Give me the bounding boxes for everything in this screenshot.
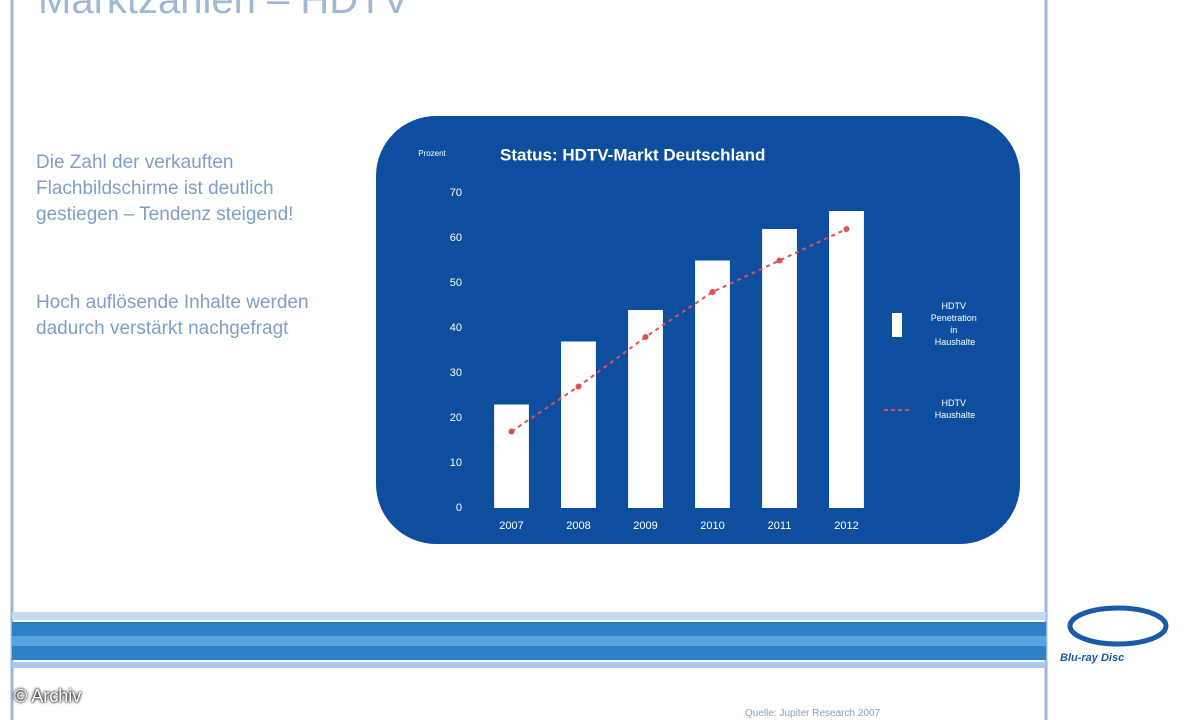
x-tick-label: 2010 — [700, 520, 724, 532]
y-tick-label: 30 — [450, 367, 462, 379]
y-tick-label: 10 — [450, 457, 462, 469]
x-tick-label: 2008 — [566, 520, 590, 532]
bar — [561, 341, 596, 508]
logo-mark — [1067, 605, 1169, 647]
stripe — [12, 612, 1046, 620]
line — [510, 228, 847, 433]
bar — [829, 211, 864, 508]
y-tick-label: 60 — [450, 232, 462, 244]
stripe — [12, 636, 1046, 646]
bar — [695, 260, 730, 508]
bar — [628, 310, 663, 508]
line-point — [642, 334, 649, 340]
y-tick-label: 50 — [450, 277, 462, 289]
y-tick-label: 40 — [450, 322, 462, 334]
x-tick-label: 2009 — [633, 520, 657, 532]
chart-title: Status: HDTV-Markt Deutschland — [500, 145, 765, 164]
y-tick-label: 70 — [450, 187, 462, 199]
y-tick-label: 20 — [450, 412, 462, 424]
paragraph: Die Zahl der verkauften Flachbildschirme… — [36, 152, 294, 225]
bar — [494, 404, 529, 508]
copyright: © Archiv — [14, 686, 82, 706]
line-point — [843, 226, 850, 232]
source: Quelle: Jupiter Research 2007 — [745, 708, 881, 719]
x-tick-label: 2011 — [768, 520, 792, 532]
line-point — [709, 289, 716, 295]
stripe — [12, 662, 1046, 668]
x-tick-label: 2007 — [499, 520, 523, 532]
y-tick-label: 0 — [456, 502, 462, 514]
slide-title: Marktzahlen – HDTV — [38, 0, 410, 22]
legend-label: HDTV Haushalte — [935, 398, 976, 420]
x-tick-label: 2012 — [834, 520, 858, 532]
line-point — [508, 428, 515, 435]
logo-text: Blu-ray Disc — [1060, 652, 1125, 664]
paragraph: Hoch auflösende Inhalte werden dadurch v… — [36, 292, 309, 339]
bar — [762, 229, 797, 508]
line-point — [575, 383, 582, 390]
legend-label: HDTV Penetration in Haushalte — [931, 301, 980, 347]
legend-swatch — [892, 313, 902, 337]
y-axis-label: Prozent — [418, 149, 446, 158]
line-point — [776, 257, 783, 264]
